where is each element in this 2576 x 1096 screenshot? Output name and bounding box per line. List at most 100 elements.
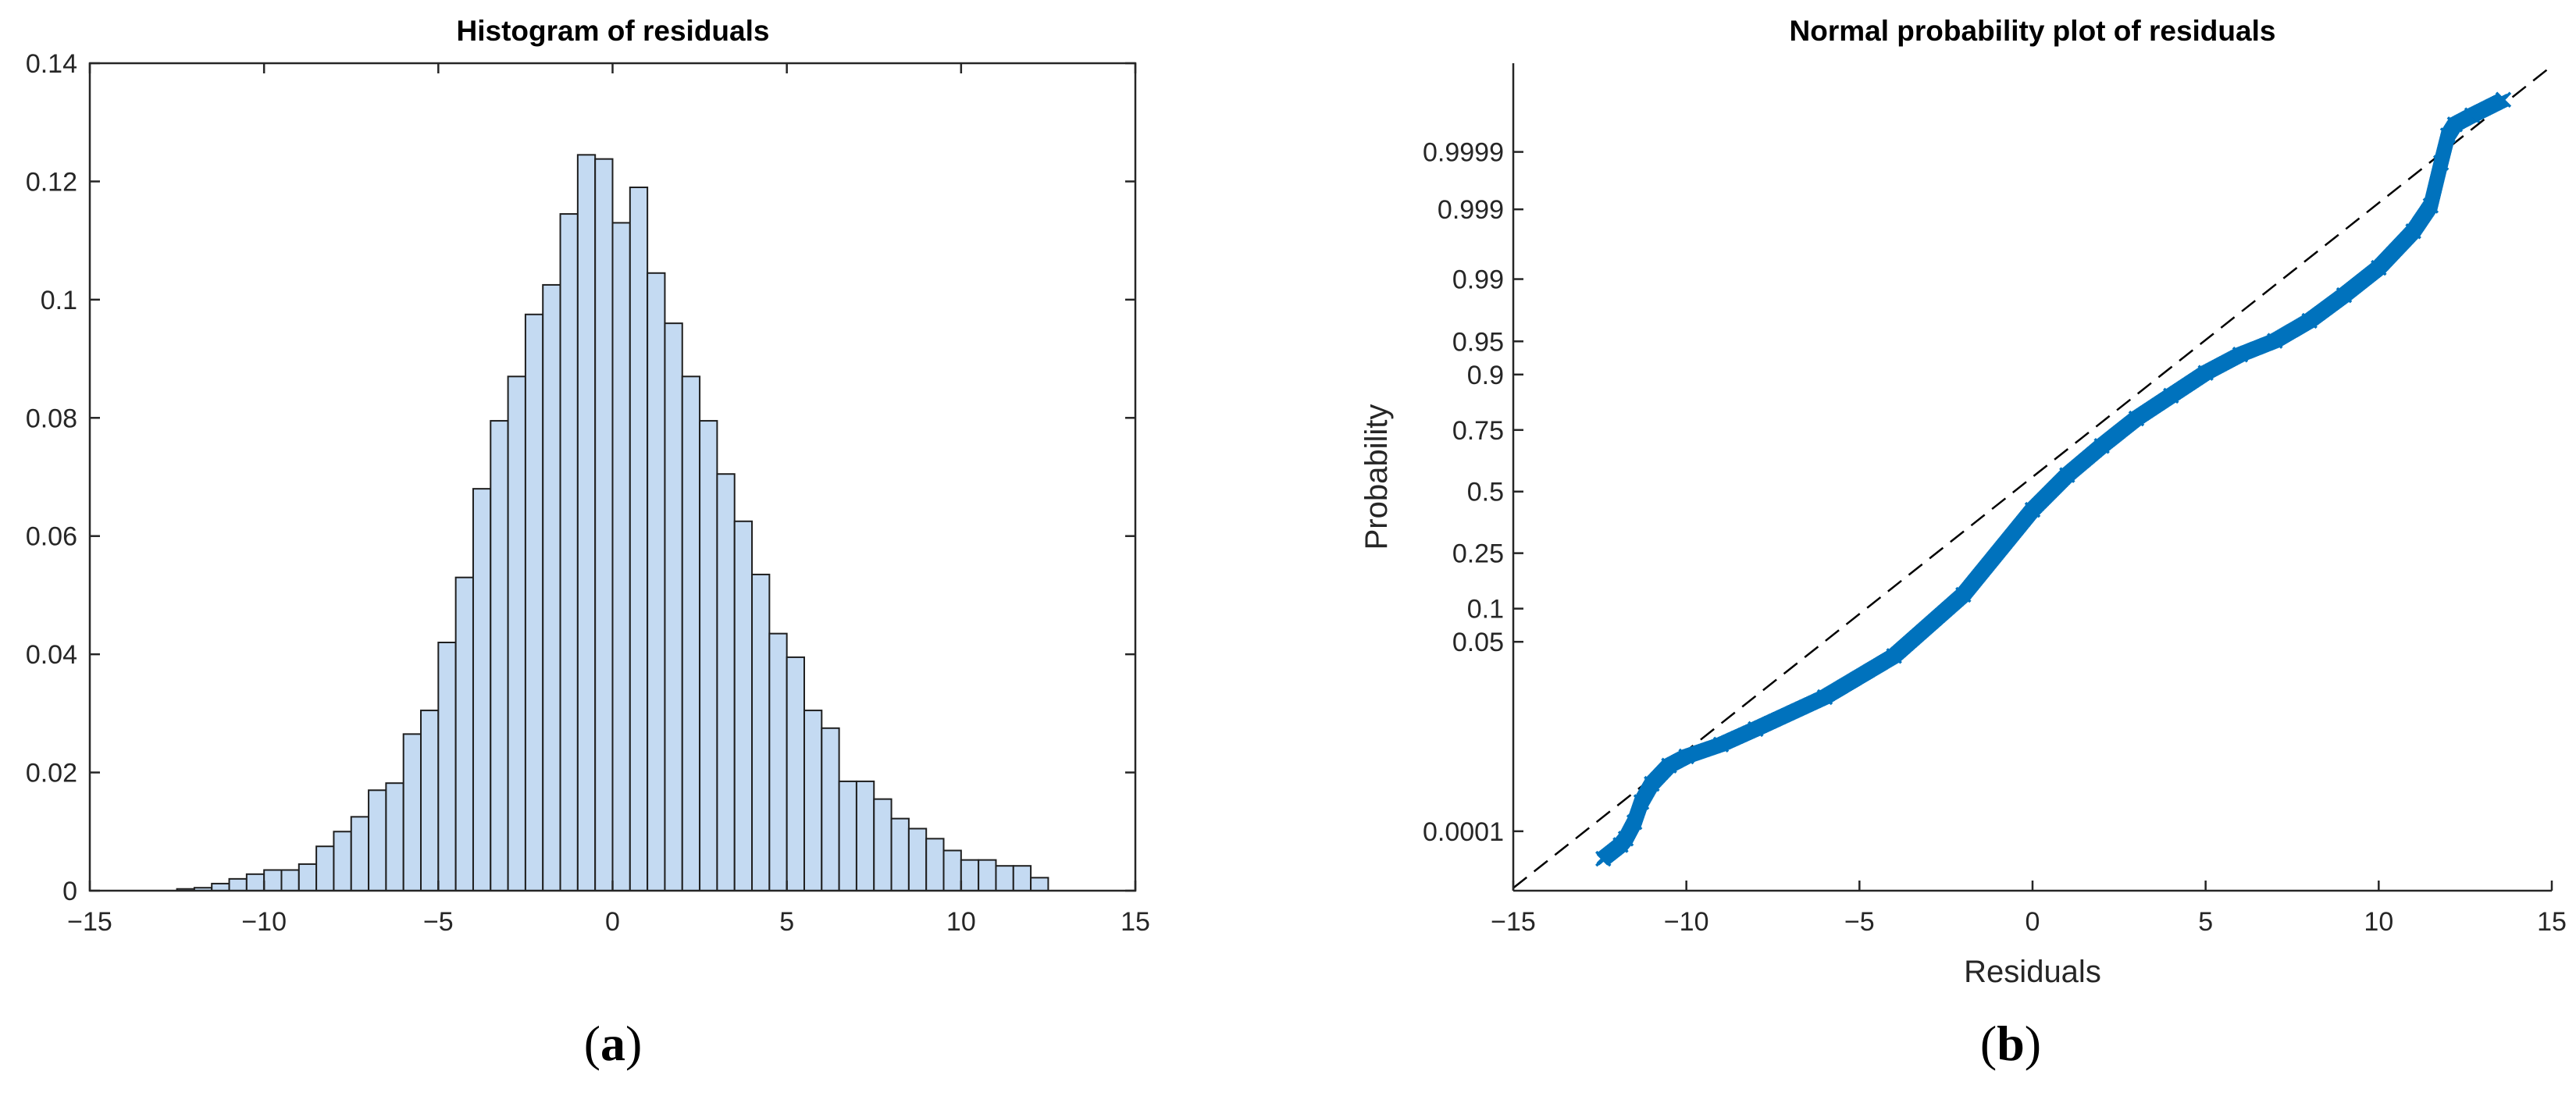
probability-y-label: Probability bbox=[1359, 404, 1394, 550]
y-tick-label: 0.0001 bbox=[1423, 817, 1504, 847]
probability-point bbox=[1633, 794, 1650, 810]
histogram-bar bbox=[907, 827, 928, 891]
x-tick-label: 10 bbox=[2364, 907, 2393, 937]
histogram-bar bbox=[472, 488, 492, 891]
histogram-bar bbox=[263, 869, 283, 891]
x-tick-label: −5 bbox=[423, 907, 454, 937]
histogram-bar bbox=[298, 863, 318, 892]
probability-point bbox=[2336, 286, 2353, 304]
histogram-bar bbox=[855, 780, 875, 892]
y-tick-label: 0.99 bbox=[1452, 265, 1504, 295]
histogram-bar bbox=[716, 473, 736, 891]
x-tick-label: 0 bbox=[605, 907, 620, 937]
y-tick-label: 0.04 bbox=[26, 640, 77, 670]
histogram-bar bbox=[942, 849, 962, 891]
probability-points bbox=[1596, 94, 2509, 866]
y-tick-label: 0.1 bbox=[41, 286, 77, 315]
caption-b-letter: b bbox=[1997, 1016, 2025, 1071]
histogram-bars bbox=[176, 154, 1049, 892]
histogram-bar bbox=[786, 656, 805, 892]
y-tick-label: 0.25 bbox=[1452, 539, 1504, 569]
probability-markers bbox=[1595, 91, 2512, 867]
histogram-bar bbox=[454, 576, 474, 891]
x-tick-label: 10 bbox=[946, 907, 976, 937]
histogram-bar bbox=[524, 313, 544, 891]
histogram-bar bbox=[960, 859, 980, 891]
probability-point bbox=[2093, 437, 2110, 454]
histogram-bar bbox=[594, 158, 614, 891]
probability-point bbox=[2371, 259, 2387, 276]
probability-point bbox=[2405, 223, 2421, 240]
x-tick-label: −10 bbox=[241, 907, 287, 937]
y-tick-label: 0.14 bbox=[26, 49, 77, 79]
histogram-bar bbox=[925, 838, 945, 892]
probability-point bbox=[2024, 501, 2041, 518]
y-tick-label: 0.1 bbox=[1467, 595, 1504, 625]
caption-b-close: ) bbox=[2025, 1016, 2041, 1071]
histogram-bar bbox=[768, 632, 788, 892]
histogram-title: Histogram of residuals bbox=[457, 15, 770, 47]
probability-point bbox=[1644, 775, 1660, 792]
x-tick-label: 5 bbox=[779, 907, 794, 937]
y-tick-label: 0.999 bbox=[1438, 195, 1504, 225]
y-tick-label: 0.02 bbox=[26, 759, 77, 788]
probability-point bbox=[2267, 333, 2283, 349]
caption-a-close: ) bbox=[625, 1016, 642, 1071]
probability-plot-panel: Normal probability plot of residuals −15… bbox=[1359, 15, 2567, 1071]
histogram-bar bbox=[838, 780, 857, 892]
histogram-bar bbox=[507, 375, 526, 891]
probability-point bbox=[2422, 197, 2439, 214]
y-tick-label: 0 bbox=[62, 877, 77, 906]
x-tick-label: −15 bbox=[67, 907, 112, 937]
histogram-bar bbox=[978, 859, 997, 891]
probability-point bbox=[2439, 127, 2457, 144]
histogram-bar bbox=[699, 420, 718, 891]
histogram-bar bbox=[873, 798, 893, 892]
histogram-bar bbox=[542, 283, 561, 891]
caption-a-letter: a bbox=[600, 1016, 625, 1071]
histogram-bar bbox=[228, 877, 248, 892]
histogram-bar bbox=[733, 520, 754, 891]
histogram-bar bbox=[211, 882, 230, 892]
histogram-panel: Histogram of residuals −15 −10 −5 0 5 10 15 0 0.… bbox=[26, 15, 1150, 1071]
histogram-bar bbox=[420, 710, 440, 891]
histogram-bar bbox=[1012, 865, 1032, 891]
histogram-bar bbox=[402, 733, 422, 891]
histogram-bar bbox=[751, 573, 771, 892]
histogram-bar bbox=[629, 187, 649, 891]
x-tick-label: −5 bbox=[1844, 907, 1875, 937]
probability-x-label: Residuals bbox=[1964, 955, 2101, 989]
histogram-bar bbox=[890, 817, 910, 891]
probability-point bbox=[2301, 312, 2318, 329]
probability-point bbox=[1661, 757, 1677, 774]
x-tick-label: 15 bbox=[1121, 907, 1150, 937]
histogram-bar bbox=[437, 642, 457, 891]
histogram-bar bbox=[576, 154, 597, 892]
probability-point bbox=[1748, 721, 1764, 738]
probability-point bbox=[2163, 387, 2179, 404]
caption-b-open: ( bbox=[1980, 1016, 1997, 1071]
caption-a-open: ( bbox=[584, 1016, 600, 1071]
y-tick-label: 0.08 bbox=[26, 404, 77, 433]
histogram-bar bbox=[611, 222, 631, 891]
histogram-bar bbox=[681, 375, 701, 891]
histogram-bar bbox=[280, 869, 300, 891]
probability-point bbox=[1595, 850, 1612, 867]
histogram-bar bbox=[559, 213, 579, 892]
histogram-bar bbox=[1030, 877, 1049, 892]
probability-point bbox=[1816, 689, 1833, 706]
x-tick-label: −10 bbox=[1664, 907, 1709, 937]
y-tick-label: 0.5 bbox=[1467, 478, 1504, 507]
probability-point bbox=[2464, 107, 2481, 123]
y-tick-label: 0.9 bbox=[1467, 361, 1504, 390]
histogram-bar bbox=[803, 710, 823, 891]
probability-point bbox=[1678, 748, 1694, 765]
x-tick-label: −15 bbox=[1491, 907, 1536, 937]
probability-point bbox=[1955, 586, 1972, 603]
histogram-bar bbox=[333, 831, 352, 892]
histogram-bar bbox=[350, 816, 370, 892]
histogram-bar bbox=[490, 420, 509, 891]
y-tick-label: 0.9999 bbox=[1423, 138, 1504, 168]
x-tick-label: 5 bbox=[2198, 907, 2213, 937]
